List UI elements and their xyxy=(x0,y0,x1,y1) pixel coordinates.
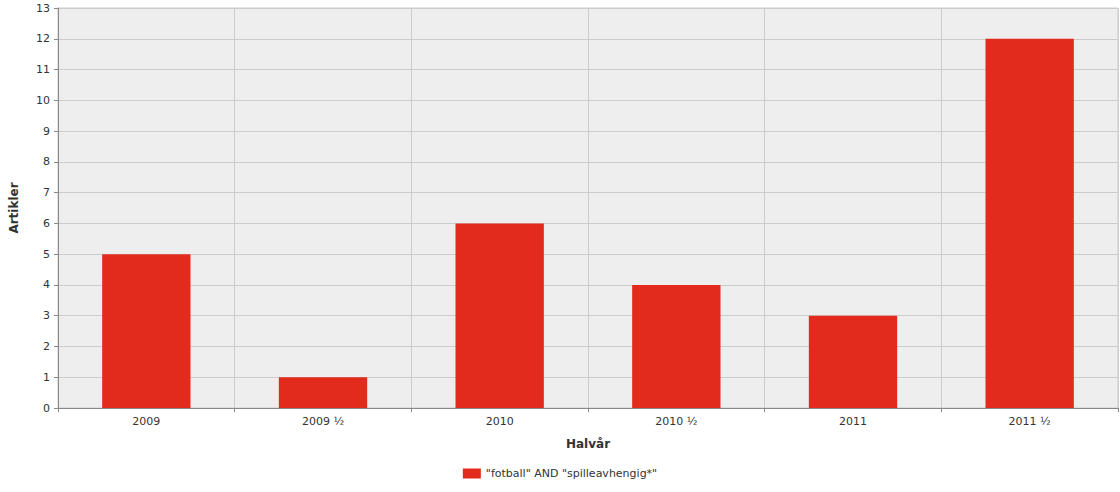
svg-text:2011: 2011 xyxy=(839,415,867,428)
svg-text:2009 ½: 2009 ½ xyxy=(302,415,344,428)
svg-text:5: 5 xyxy=(43,248,50,261)
svg-text:10: 10 xyxy=(36,94,50,107)
svg-text:1: 1 xyxy=(43,371,50,384)
svg-text:3: 3 xyxy=(43,309,50,322)
svg-text:2010: 2010 xyxy=(486,415,514,428)
svg-text:12: 12 xyxy=(36,32,50,45)
svg-text:4: 4 xyxy=(43,278,50,291)
svg-text:Artikler: Artikler xyxy=(7,182,21,233)
svg-text:2: 2 xyxy=(43,340,50,353)
svg-text:0: 0 xyxy=(43,402,50,415)
svg-text:2010 ½: 2010 ½ xyxy=(655,415,697,428)
svg-text:7: 7 xyxy=(43,186,50,199)
svg-text:11: 11 xyxy=(36,63,50,76)
svg-text:6: 6 xyxy=(43,217,50,230)
svg-text:2009: 2009 xyxy=(132,415,160,428)
svg-text:"fotball" AND "spilleavhengig*: "fotball" AND "spilleavhengig*" xyxy=(486,467,657,480)
svg-text:Halvår: Halvår xyxy=(566,437,610,451)
svg-text:8: 8 xyxy=(43,155,50,168)
svg-text:2011 ½: 2011 ½ xyxy=(1009,415,1051,428)
svg-text:9: 9 xyxy=(43,125,50,138)
svg-text:13: 13 xyxy=(36,2,50,15)
